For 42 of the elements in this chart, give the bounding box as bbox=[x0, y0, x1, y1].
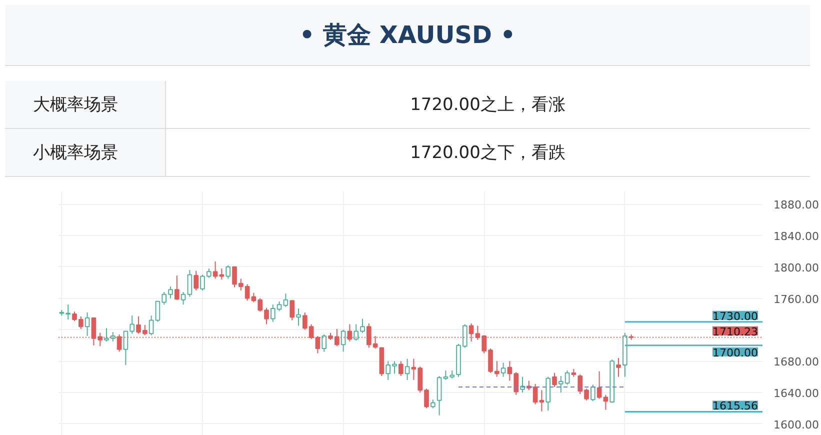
y-tick-label: 1880.00 bbox=[774, 198, 819, 212]
y-tick-label: 1760.00 bbox=[774, 292, 819, 306]
candlestick bbox=[500, 362, 506, 378]
text: 大概率场景 bbox=[5, 81, 165, 128]
text: 小概率场景 bbox=[5, 128, 165, 176]
ref-line-label: 1710.23 bbox=[712, 325, 758, 338]
candlestick bbox=[436, 376, 442, 416]
candlestick bbox=[148, 315, 154, 336]
text: 1720.00之上，看涨 bbox=[165, 81, 810, 128]
candlestick bbox=[187, 270, 192, 298]
y-tick-label: 1680.00 bbox=[774, 356, 819, 369]
candlestick bbox=[340, 329, 346, 352]
candlestick bbox=[404, 358, 410, 380]
candlestick bbox=[219, 268, 224, 280]
candlestick bbox=[194, 270, 199, 291]
candlestick bbox=[546, 376, 551, 412]
candlestick bbox=[539, 390, 544, 412]
candlestick bbox=[226, 264, 231, 280]
ref-line-label: 1615.56 bbox=[712, 400, 758, 413]
candlestick bbox=[616, 357, 621, 378]
candlestick bbox=[552, 372, 557, 388]
candlestick bbox=[296, 308, 301, 326]
candlestick bbox=[603, 394, 608, 410]
y-tick-label: 1600.00 bbox=[774, 418, 819, 432]
text: 1720.00之下，看跌 bbox=[165, 128, 810, 176]
candlestick bbox=[596, 370, 602, 400]
candlestick bbox=[180, 292, 186, 306]
y-tick-label: 1840.00 bbox=[774, 230, 819, 243]
y-tick-label: 1800.00 bbox=[774, 261, 819, 274]
candlestick bbox=[322, 334, 327, 352]
candlestick bbox=[174, 275, 180, 300]
candlestick bbox=[212, 260, 218, 280]
ref-line-label: 1730.00 bbox=[712, 310, 758, 323]
ref-line-label: 1700.00 bbox=[712, 346, 758, 360]
chart-title: • 黄金 XAUUSD • bbox=[5, 5, 810, 66]
candlestick bbox=[290, 300, 295, 321]
candlestick bbox=[84, 312, 90, 336]
candlestick bbox=[590, 384, 596, 402]
y-tick-label: 1640.00 bbox=[774, 387, 819, 400]
candlestick bbox=[283, 293, 288, 308]
candlestick bbox=[520, 376, 525, 394]
candlestick bbox=[398, 360, 404, 377]
